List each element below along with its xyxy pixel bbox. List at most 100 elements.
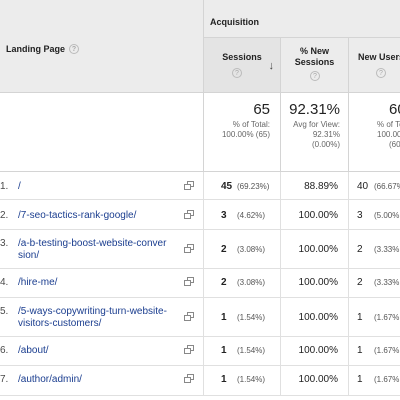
new-users-percent: (5.00%	[374, 211, 400, 220]
landing-page-rows: 1. / 45 (69.23%) 88.89% 40 (66.67% 2. /7…	[0, 172, 400, 396]
new-sessions-value: 100.00%	[298, 244, 338, 255]
row-number: 4.	[0, 277, 9, 288]
landing-page-link[interactable]: /a-b-testing-boost-website-conver sion/	[18, 238, 183, 262]
table-row: 7. /author/admin/ 1 (1.54%) 100.00% 1 (1…	[0, 366, 400, 396]
open-in-new-window-icon[interactable]	[184, 312, 194, 321]
report-table-header: Landing Page ? Acquisition Sessions ? ↓ …	[0, 0, 400, 173]
new-sessions-cell: 100.00%	[280, 200, 348, 229]
new-users-total-extra: (60	[389, 140, 400, 149]
landing-page-link[interactable]: /about/	[18, 345, 49, 356]
open-in-new-window-icon[interactable]	[184, 374, 194, 383]
table-row: 2. /7-seo-tactics-rank-google/ 3 (4.62%)…	[0, 200, 400, 230]
sessions-value: 3	[221, 210, 227, 221]
sessions-cell: 3 (4.62%)	[203, 200, 280, 229]
sessions-percent: (3.08%)	[237, 245, 266, 254]
row-number: 1.	[0, 181, 9, 192]
row-number: 6.	[0, 345, 9, 356]
new-sessions-value: 100.00%	[298, 210, 338, 221]
new-users-column-header[interactable]: New Users ?	[348, 38, 400, 92]
new-users-percent: (1.67%	[374, 346, 400, 355]
sessions-percent: (1.54%)	[237, 313, 266, 322]
sessions-total-cell: 65 % of Total: 100.00% (65)	[203, 93, 280, 173]
open-in-new-window-icon[interactable]	[184, 345, 194, 354]
sessions-percent: (69.23%)	[237, 182, 270, 191]
new-sessions-header-line2: Sessions	[294, 57, 335, 67]
landing-page-link[interactable]: /hire-me/	[18, 277, 58, 288]
totals-row: 65 % of Total: 100.00% (65) 92.31% Avg f…	[0, 92, 400, 173]
acquisition-label: Acquisition	[210, 17, 259, 27]
new-users-percent: (1.67%	[374, 313, 400, 322]
new-sessions-value: 100.00%	[298, 312, 338, 323]
landing-page-link[interactable]: /	[18, 181, 21, 192]
new-users-cell: 1 (1.67%	[348, 366, 400, 395]
new-users-total-cell: 60 % of Total 100.00 % (60	[348, 93, 400, 173]
sessions-value: 1	[221, 312, 227, 323]
new-users-value: 1	[357, 345, 363, 356]
open-in-new-window-icon[interactable]	[184, 244, 194, 253]
help-icon[interactable]: ?	[310, 71, 320, 81]
new-users-value: 2	[357, 244, 363, 255]
new-users-percent: (3.33%	[374, 278, 400, 287]
new-users-value: 2	[357, 277, 363, 288]
sessions-cell: 2 (3.08%)	[203, 230, 280, 268]
new-users-cell: 40 (66.67%	[348, 172, 400, 199]
help-icon[interactable]: ?	[376, 68, 386, 78]
new-users-value: 3	[357, 210, 363, 221]
new-sessions-value: 88.89%	[304, 181, 338, 192]
sessions-value: 45	[221, 181, 233, 192]
new-sessions-value: 100.00%	[298, 277, 338, 288]
new-sessions-cell: 100.00%	[280, 366, 348, 395]
sessions-value: 2	[221, 277, 227, 288]
new-users-value: 1	[357, 312, 363, 323]
sessions-total-value: 65	[253, 101, 270, 118]
new-users-percent: (3.33%	[374, 245, 400, 254]
new-sessions-column-header[interactable]: % New Sessions ?	[280, 38, 348, 92]
new-users-cell: 1 (1.67%	[348, 298, 400, 336]
sessions-cell: 1 (1.54%)	[203, 337, 280, 365]
help-icon[interactable]: ?	[69, 44, 80, 54]
landing-page-header-title: Landing Page ?	[6, 44, 80, 54]
sessions-percent: (1.54%)	[237, 346, 266, 355]
new-users-cell: 2 (3.33%	[348, 269, 400, 297]
landing-page-link-line2: visitors-customers/	[18, 318, 102, 329]
sessions-value: 2	[221, 244, 227, 255]
landing-page-link-line2: sion/	[18, 250, 40, 261]
table-row: 5. /5-ways-copywriting-turn-website- vis…	[0, 298, 400, 337]
new-users-total-detail: 100.00 %	[377, 130, 400, 139]
new-users-percent: (1.67%	[374, 375, 400, 384]
new-users-value: 40	[357, 181, 369, 192]
sessions-header-label: Sessions	[222, 52, 262, 62]
landing-page-column-header[interactable]: Landing Page ?	[0, 0, 203, 92]
new-sessions-cell: 88.89%	[280, 172, 348, 199]
landing-page-link[interactable]: /author/admin/	[18, 374, 82, 385]
landing-page-link-line1: /a-b-testing-boost-website-conver	[18, 238, 167, 249]
sessions-cell: 1 (1.54%)	[203, 298, 280, 336]
open-in-new-window-icon[interactable]	[184, 277, 194, 286]
table-row: 4. /hire-me/ 2 (3.08%) 100.00% 2 (3.33%	[0, 269, 400, 298]
new-sessions-cell: 100.00%	[280, 298, 348, 336]
new-users-total-value: 60	[389, 101, 400, 118]
help-icon[interactable]: ?	[232, 68, 242, 78]
new-users-header-label: New Users	[358, 52, 400, 62]
table-row: 1. / 45 (69.23%) 88.89% 40 (66.67%	[0, 172, 400, 200]
sessions-cell: 2 (3.08%)	[203, 269, 280, 297]
sessions-cell: 45 (69.23%)	[203, 172, 280, 199]
landing-page-link[interactable]: /7-seo-tactics-rank-google/	[18, 210, 137, 221]
row-number: 3.	[0, 238, 9, 249]
sessions-column-header[interactable]: Sessions ? ↓	[203, 38, 280, 92]
sessions-total-caption: % of Total:	[232, 120, 270, 129]
sort-descending-icon[interactable]: ↓	[268, 60, 275, 72]
sessions-cell: 1 (1.54%)	[203, 366, 280, 395]
new-sessions-cell: 100.00%	[280, 337, 348, 365]
sessions-value: 1	[221, 374, 227, 385]
landing-page-link[interactable]: /5-ways-copywriting-turn-website- visito…	[18, 306, 183, 330]
new-sessions-value: 100.00%	[298, 374, 338, 385]
new-users-percent: (66.67%	[374, 182, 400, 191]
new-sessions-cell: 100.00%	[280, 269, 348, 297]
open-in-new-window-icon[interactable]	[184, 181, 194, 190]
open-in-new-window-icon[interactable]	[184, 210, 194, 219]
new-sessions-total-cell: 92.31% Avg for View: 92.31% (0.00%)	[280, 93, 348, 173]
table-row: 3. /a-b-testing-boost-website-conver sio…	[0, 230, 400, 269]
sessions-total-detail: 100.00% (65)	[221, 130, 270, 139]
new-sessions-cell: 100.00%	[280, 230, 348, 268]
